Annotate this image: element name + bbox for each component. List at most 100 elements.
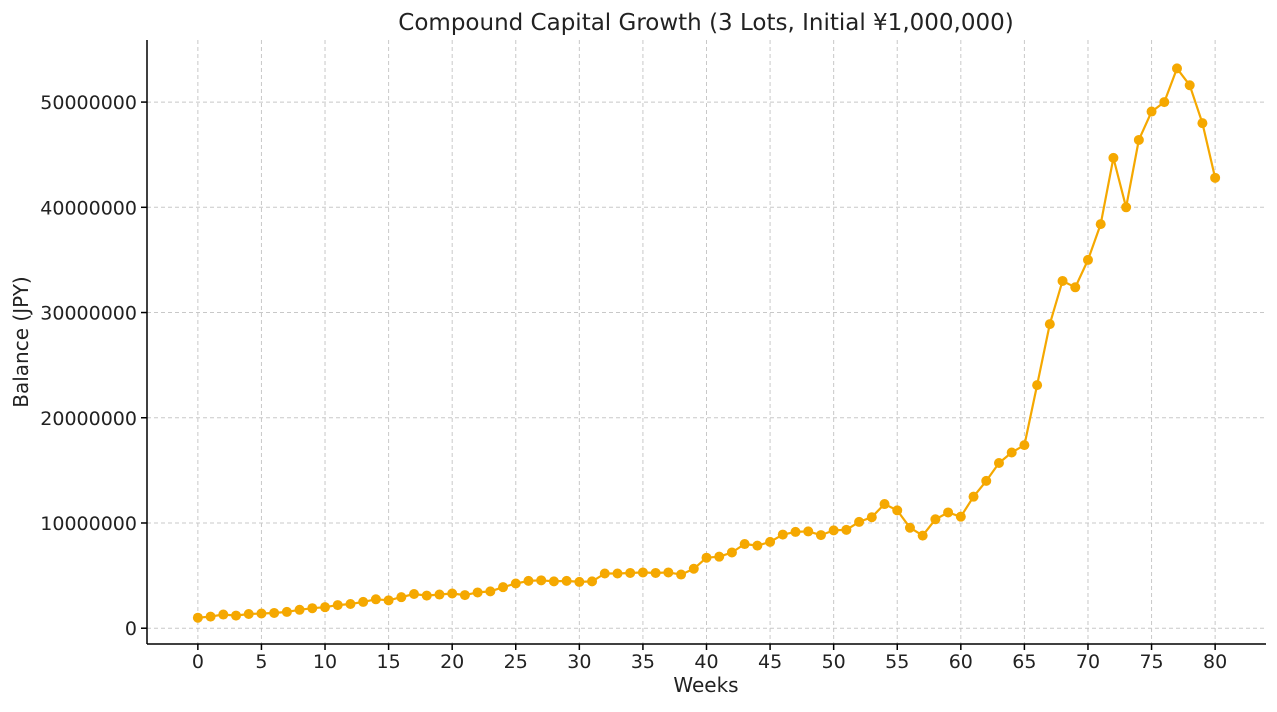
data-point xyxy=(1057,275,1068,286)
data-point xyxy=(777,529,788,540)
data-point xyxy=(1006,447,1017,458)
data-point xyxy=(1095,219,1106,230)
x-tick-label: 55 xyxy=(885,651,909,673)
data-point xyxy=(294,604,305,615)
data-point xyxy=(574,576,585,587)
y-tick-label: 0 xyxy=(125,618,137,640)
data-point xyxy=(1121,202,1132,213)
data-point xyxy=(599,568,610,579)
data-point xyxy=(192,612,203,623)
data-point xyxy=(281,606,292,617)
data-point xyxy=(714,551,725,562)
x-tick-label: 75 xyxy=(1139,651,1163,673)
x-tick-label: 10 xyxy=(313,651,337,673)
y-axis-label: Balance (JPY) xyxy=(9,276,33,407)
data-point xyxy=(548,576,559,587)
data-point xyxy=(879,499,890,510)
data-point xyxy=(981,475,992,486)
data-point xyxy=(231,610,242,621)
data-point xyxy=(612,568,623,579)
chart-title: Compound Capital Growth (3 Lots, Initial… xyxy=(398,10,1013,36)
data-point xyxy=(1032,380,1043,391)
data-point xyxy=(739,539,750,550)
data-point xyxy=(663,567,674,578)
data-point xyxy=(1019,440,1030,451)
data-point xyxy=(1184,80,1195,91)
data-point xyxy=(815,530,826,541)
x-axis-label: Weeks xyxy=(673,673,738,697)
data-point xyxy=(726,547,737,558)
data-point xyxy=(256,608,267,619)
x-tick-label: 25 xyxy=(504,651,528,673)
data-point xyxy=(383,595,394,606)
data-point xyxy=(409,589,420,600)
data-point xyxy=(625,567,636,578)
x-axis-ticks: 0 5 10 15 20 25 30 35 40 45 50 55 60 65 70 75 80 xyxy=(192,644,1227,673)
data-point xyxy=(320,602,331,613)
data-point xyxy=(993,458,1004,469)
data-point xyxy=(955,511,966,522)
data-point xyxy=(1171,63,1182,74)
data-point xyxy=(459,590,470,601)
data-point xyxy=(752,540,763,551)
data-point xyxy=(765,536,776,547)
data-point xyxy=(688,563,699,574)
x-tick-label: 35 xyxy=(631,651,655,673)
x-tick-label: 20 xyxy=(440,651,464,673)
series xyxy=(192,63,1221,623)
grid xyxy=(147,40,1266,644)
data-point xyxy=(676,569,687,580)
x-tick-label: 65 xyxy=(1012,651,1036,673)
data-point xyxy=(1197,118,1208,129)
y-tick-label: 20000000 xyxy=(40,408,137,430)
data-point xyxy=(269,607,280,618)
data-point xyxy=(218,609,229,620)
data-point xyxy=(904,522,915,533)
data-point xyxy=(345,599,356,610)
x-tick-label: 0 xyxy=(192,651,204,673)
data-point xyxy=(1210,172,1221,183)
data-point xyxy=(1108,152,1119,163)
data-point xyxy=(917,530,928,541)
data-point xyxy=(243,609,254,620)
data-point xyxy=(485,586,496,597)
data-point xyxy=(650,567,661,578)
y-tick-label: 50000000 xyxy=(40,92,137,114)
x-tick-label: 45 xyxy=(758,651,782,673)
data-point xyxy=(587,576,598,587)
data-point xyxy=(421,590,432,601)
data-point xyxy=(943,507,954,518)
data-point xyxy=(803,526,814,537)
data-point xyxy=(968,491,979,502)
data-point xyxy=(828,525,839,536)
data-point xyxy=(510,578,521,589)
x-tick-label: 15 xyxy=(377,651,401,673)
data-point xyxy=(523,575,534,586)
y-axis-ticks: 0 10000000 20000000 30000000 40000000 5000000… xyxy=(40,92,147,640)
data-point xyxy=(1070,282,1081,293)
data-point xyxy=(1044,319,1055,330)
data-point xyxy=(205,611,216,622)
data-point xyxy=(434,589,445,600)
data-point xyxy=(637,567,648,578)
data-point xyxy=(561,575,572,586)
data-point xyxy=(1159,97,1170,108)
x-tick-label: 40 xyxy=(694,651,718,673)
data-point xyxy=(841,524,852,535)
data-point xyxy=(498,582,509,593)
data-point xyxy=(701,552,712,563)
data-point xyxy=(396,592,407,603)
data-point xyxy=(790,526,801,537)
data-point xyxy=(930,514,941,525)
x-tick-label: 60 xyxy=(949,651,973,673)
data-point xyxy=(536,575,547,586)
x-tick-label: 30 xyxy=(567,651,591,673)
data-point xyxy=(472,587,483,598)
data-point xyxy=(447,588,458,599)
data-point xyxy=(307,603,318,614)
x-tick-label: 5 xyxy=(255,651,267,673)
y-tick-label: 10000000 xyxy=(40,513,137,535)
data-point xyxy=(332,600,343,611)
